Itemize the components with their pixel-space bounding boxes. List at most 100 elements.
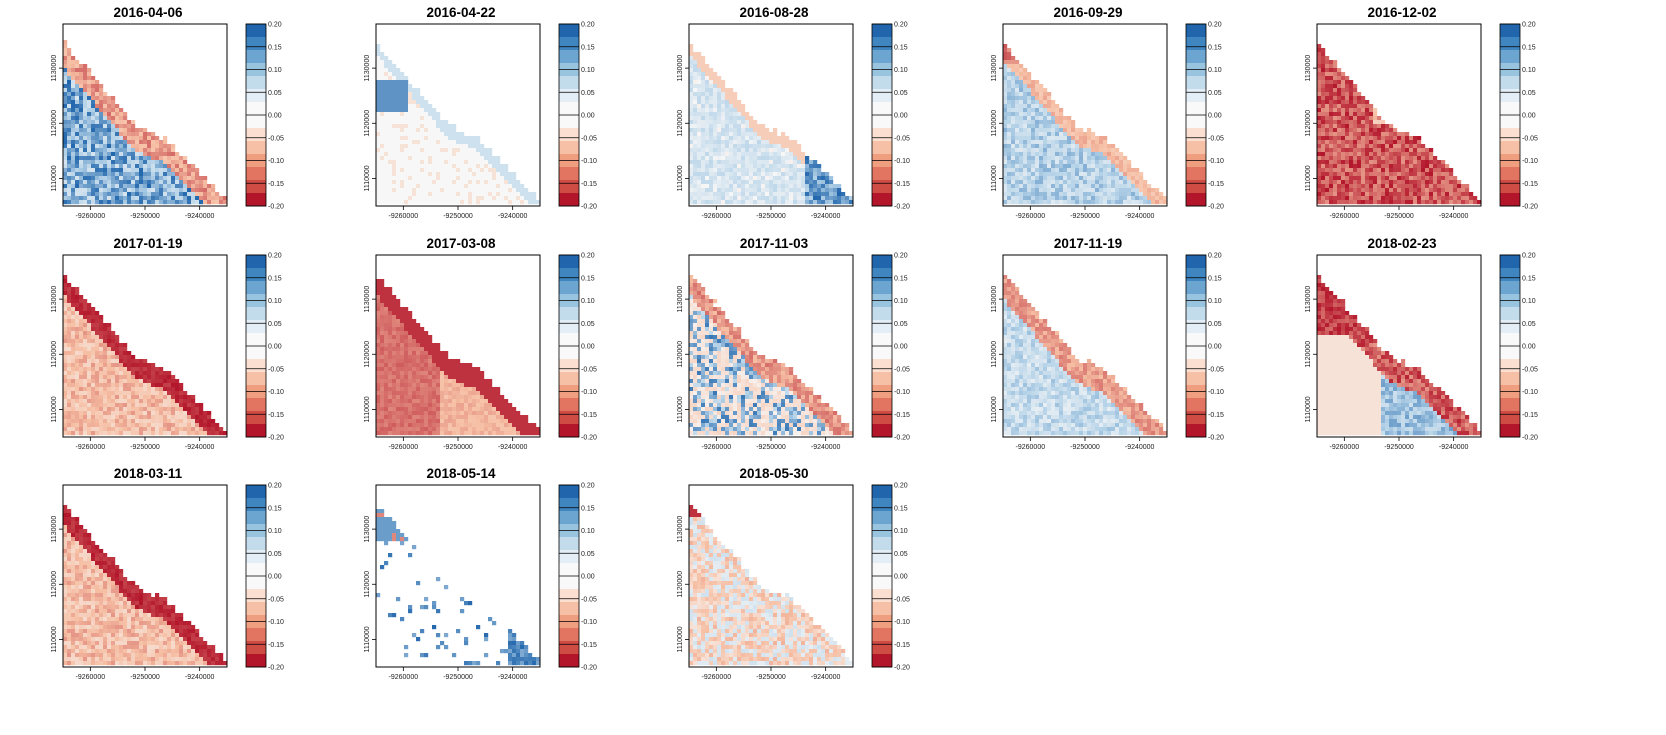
map-cell	[1051, 156, 1056, 161]
map-cell	[91, 331, 96, 336]
map-cell	[115, 387, 120, 392]
map-cell	[444, 152, 449, 157]
map-cell	[721, 200, 726, 205]
map-cell	[1127, 176, 1132, 181]
map-cell	[143, 415, 148, 420]
map-cell	[440, 176, 445, 181]
map-cell	[733, 136, 738, 141]
map-cell	[1015, 196, 1020, 201]
map-cell	[388, 64, 393, 69]
map-cell	[400, 200, 405, 205]
map-cell	[705, 116, 710, 121]
map-cell	[1381, 196, 1386, 201]
map-cell	[135, 128, 140, 133]
map-cell	[103, 355, 108, 360]
map-cell	[1051, 160, 1056, 165]
colorbar-label: 0.15	[1522, 44, 1536, 51]
map-cell	[75, 68, 80, 73]
map-cell	[380, 184, 385, 189]
map-cell	[1445, 200, 1450, 205]
map-cell	[392, 140, 397, 145]
map-cell	[1353, 104, 1358, 109]
map-cell	[123, 403, 128, 408]
map-cell	[1059, 124, 1064, 129]
map-cell	[1317, 68, 1322, 73]
map-cell	[448, 184, 453, 189]
map-cell	[1019, 92, 1024, 97]
map-cell	[500, 164, 505, 169]
map-cell	[1039, 108, 1044, 113]
map-cell	[476, 168, 481, 173]
map-cell	[701, 192, 706, 197]
map-cell	[1031, 84, 1036, 89]
colorbar-bin	[1186, 24, 1206, 38]
map-cell	[1051, 180, 1056, 185]
map-cell	[1373, 188, 1378, 193]
map-cell	[1361, 136, 1366, 141]
map-cell	[785, 136, 790, 141]
map-cell	[111, 339, 116, 344]
map-cell	[71, 311, 76, 316]
map-cell	[801, 192, 806, 197]
map-cell	[388, 136, 393, 141]
map-cell	[87, 403, 92, 408]
map-cell	[63, 168, 68, 173]
map-cell	[476, 136, 481, 141]
map-cell	[1035, 100, 1040, 105]
map-cell	[1035, 192, 1040, 197]
map-cell	[1011, 184, 1016, 189]
map-cell	[1055, 120, 1060, 125]
map-cell	[1477, 200, 1482, 205]
map-cell	[83, 335, 88, 340]
map-cell	[135, 176, 140, 181]
map-cell	[1047, 192, 1052, 197]
map-cell	[1437, 160, 1442, 165]
map-cell	[436, 196, 441, 201]
map-cell	[388, 132, 393, 137]
map-cell	[111, 347, 116, 352]
map-cell	[1071, 180, 1076, 185]
map-cell	[749, 156, 754, 161]
map-cell	[1099, 136, 1104, 141]
map-cell	[1321, 176, 1326, 181]
map-cell	[396, 164, 401, 169]
map-cell	[1019, 84, 1024, 89]
map-cell	[1429, 180, 1434, 185]
map-cell	[1337, 124, 1342, 129]
map-cell	[187, 192, 192, 197]
map-cell	[1007, 160, 1012, 165]
map-cell	[725, 132, 730, 137]
map-cell	[809, 200, 814, 205]
map-cell	[163, 387, 168, 392]
map-cell	[103, 148, 108, 153]
map-cell	[171, 391, 176, 396]
map-cell	[484, 176, 489, 181]
map-cell	[376, 164, 381, 169]
x-tick-label: -9240000	[811, 213, 841, 220]
map-cell	[1317, 112, 1322, 117]
map-cell	[71, 104, 76, 109]
map-cell	[131, 403, 136, 408]
map-cell	[1091, 160, 1096, 165]
map-cell	[1337, 148, 1342, 153]
map-cell	[1007, 188, 1012, 193]
map-cell	[508, 200, 513, 205]
map-cell	[1425, 196, 1430, 201]
map-cell	[119, 403, 124, 408]
map-cell	[1055, 112, 1060, 117]
map-cell	[464, 176, 469, 181]
map-cell	[79, 132, 84, 137]
colorbar-bin	[1500, 50, 1520, 64]
map-cell	[1357, 96, 1362, 101]
map-cell	[67, 160, 72, 165]
map-cell	[1385, 180, 1390, 185]
map-cell	[183, 168, 188, 173]
map-cell	[71, 192, 76, 197]
map-cell	[452, 148, 457, 153]
map-cell	[175, 407, 180, 412]
map-cell	[1325, 60, 1330, 65]
map-cell	[1389, 132, 1394, 137]
map-cell	[781, 176, 786, 181]
map-cell	[1345, 148, 1350, 153]
map-cell	[67, 184, 72, 189]
